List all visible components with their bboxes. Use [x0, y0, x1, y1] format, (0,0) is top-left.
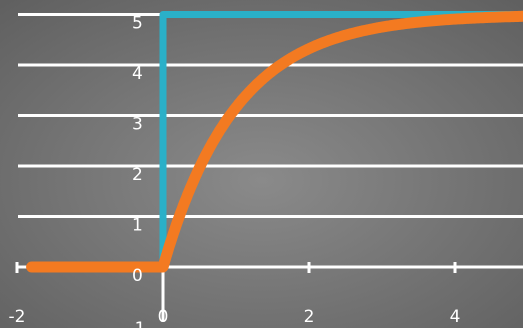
x-tick-label-0: 0 — [158, 307, 169, 327]
y-tick-label-1: 1 — [132, 216, 143, 236]
y-tick-label-4: 4 — [132, 64, 143, 84]
y-tick-label-5: 5 — [132, 14, 143, 34]
tick-labels: 0 1 2 3 4 5 -2 0 2 4 -1 — [9, 14, 461, 328]
series-lines — [26, 10, 523, 273]
series-line-2 — [26, 10, 523, 273]
x-tick-label--2: -2 — [9, 307, 26, 327]
x-tick-label-2: 2 — [304, 307, 315, 327]
y-tick-label-3: 3 — [132, 115, 143, 135]
x-tick-label-4: 4 — [450, 307, 461, 327]
y-tick-label-2: 2 — [132, 165, 143, 185]
y-tick-label-minus-1: -1 — [129, 319, 146, 328]
y-tick-label-0: 0 — [132, 266, 143, 286]
series-line-1 — [159, 11, 523, 271]
